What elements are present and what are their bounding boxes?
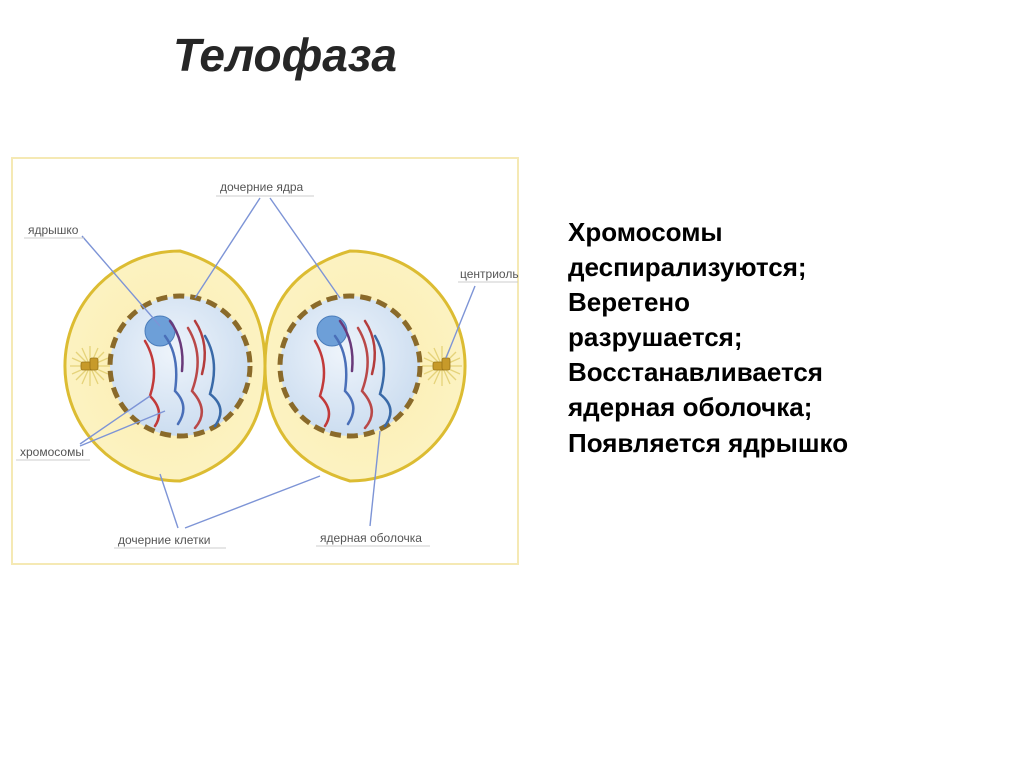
label-centriole: центриоль (460, 267, 519, 281)
telophase-diagram: ядрышко дочерние ядра центриоль хромосом… (10, 156, 520, 566)
centriole-right (422, 346, 462, 386)
nucleus-left (110, 296, 250, 436)
label-daughter-cells: дочерние клетки (118, 533, 210, 547)
label-nucleolus: ядрышко (28, 223, 79, 237)
nucleus-right (280, 296, 420, 436)
description-text: Хромосомыдеспирализуются;Веретеноразруша… (568, 215, 998, 461)
label-nuclear-envelope: ядерная оболочка (320, 531, 422, 545)
centriole-left (70, 346, 110, 386)
nucleolus-right (317, 316, 347, 346)
label-daughter-nuclei: дочерние ядра (220, 180, 304, 194)
label-chromosomes: хромосомы (20, 445, 84, 459)
page-title: Телофаза (173, 28, 397, 82)
